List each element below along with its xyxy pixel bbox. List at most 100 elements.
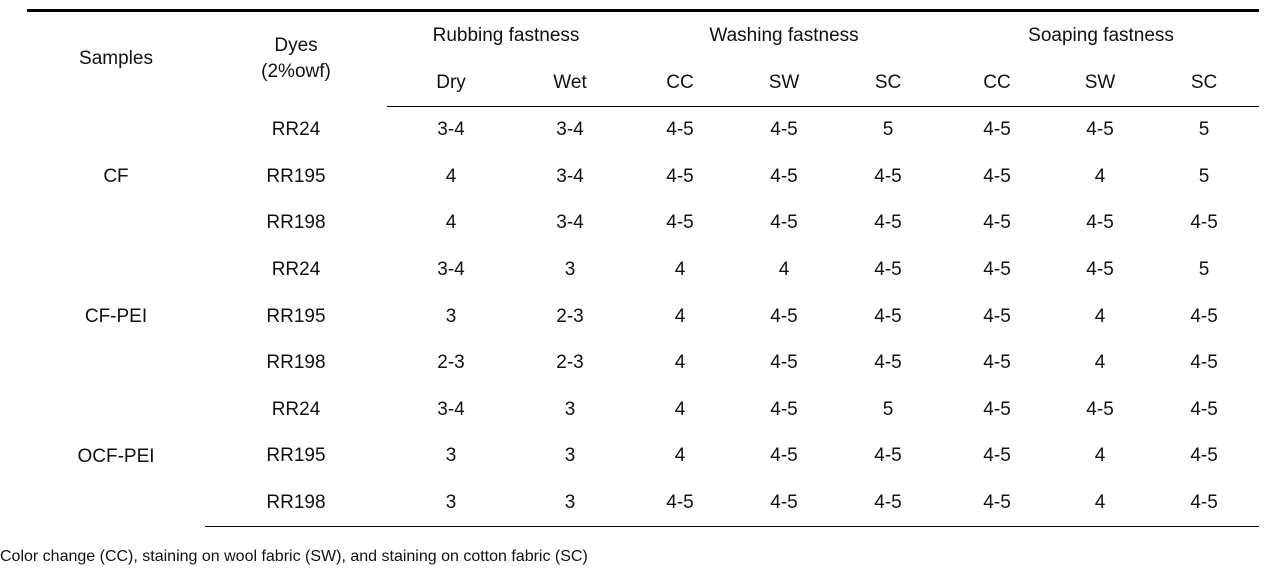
- table-row: RR195 3 2-3 4 4-5 4-5 4-5 4 4-5: [27, 293, 1259, 340]
- washing-sw-cell: 4: [778, 259, 790, 281]
- soaping-cc-cell: 4-5: [983, 259, 1011, 281]
- table-row: RR198 3 3 4-5 4-5 4-5 4-5 4 4-5: [27, 479, 1260, 528]
- soaping-cc-cell: 4-5: [983, 445, 1011, 467]
- header-washing-cc: CC: [625, 59, 736, 107]
- washing-cc-cell: 4-5: [666, 212, 694, 234]
- rubbing-dry-cell: 3-4: [437, 398, 465, 420]
- fastness-table: Samples Dyes (2%owf) Rubbing fastness Wa…: [27, 9, 1260, 528]
- rubbing-wet-cell: 3: [564, 445, 576, 467]
- table-header: Samples Dyes (2%owf) Rubbing fastness Wa…: [27, 9, 1260, 107]
- rubbing-wet-cell: 2-3: [556, 305, 584, 327]
- rubbing-wet-cell: 3: [515, 479, 626, 528]
- rubbing-dry-cell: 3: [387, 479, 515, 528]
- dye-cell: RR198: [266, 212, 326, 234]
- table-body: CF RR24 3-4 3-4 4-5 4-5 5 4-5 4-5 5 RR19…: [27, 107, 1260, 528]
- washing-sc-cell: 4-5: [833, 479, 944, 528]
- rubbing-wet-cell: 3-4: [556, 212, 584, 234]
- soaping-sc-cell: 5: [1198, 259, 1210, 281]
- soaping-sw-cell: 4: [1094, 165, 1106, 187]
- rubbing-wet-cell: 2-3: [556, 352, 584, 374]
- header-wet: Wet: [515, 59, 626, 107]
- soaping-sc-cell: 4-5: [1190, 398, 1218, 420]
- washing-sc-cell: 4-5: [874, 212, 902, 234]
- dye-cell: RR24: [271, 259, 321, 281]
- header-row-top: Samples Dyes (2%owf) Rubbing fastness Wa…: [27, 9, 1260, 107]
- soaping-sw-cell: 4: [1094, 445, 1106, 467]
- table-row: CF-PEI RR24 3-4 3 4 4 4-5 4-5 4-5 5: [27, 247, 1259, 327]
- washing-sc-cell: 4-5: [874, 305, 902, 327]
- rubbing-wet-cell: 3-4: [556, 119, 584, 141]
- washing-sw-cell: 4-5: [770, 119, 798, 141]
- washing-sc-cell: 5: [882, 398, 894, 420]
- header-rubbing-fastness: Rubbing fastness: [387, 9, 626, 59]
- dye-cell: RR198: [205, 479, 387, 528]
- soaping-sc-cell: 5: [1198, 119, 1210, 141]
- soaping-sw-cell: 4: [1051, 479, 1150, 528]
- dye-cell: RR24: [271, 119, 321, 141]
- table-row: CF RR24 3-4 3-4 4-5 4-5 5 4-5 4-5 5: [27, 107, 1259, 187]
- rubbing-dry-cell: 3: [445, 305, 457, 327]
- header-dry: Dry: [387, 59, 515, 107]
- header-soaping-fastness: Soaping fastness: [943, 9, 1260, 59]
- table-row: RR198 2-3 2-3 4 4-5 4-5 4-5 4 4-5: [27, 340, 1259, 387]
- washing-cc-cell: 4-5: [625, 479, 736, 528]
- dye-cell: RR198: [266, 352, 326, 374]
- washing-sw-cell: 4-5: [735, 479, 834, 528]
- washing-sw-cell: 4-5: [770, 212, 798, 234]
- soaping-sc-cell: 5: [1198, 165, 1210, 187]
- table-row: RR198 4 3-4 4-5 4-5 4-5 4-5 4-5 4-5: [27, 200, 1259, 247]
- washing-cc-cell: 4-5: [666, 119, 694, 141]
- washing-sc-cell: 5: [882, 119, 894, 141]
- washing-cc-cell: 4: [674, 445, 686, 467]
- washing-cc-cell: 4: [674, 398, 686, 420]
- soaping-sw-cell: 4-5: [1086, 259, 1114, 281]
- soaping-cc-cell: 4-5: [983, 119, 1011, 141]
- soaping-sw-cell: 4-5: [1086, 212, 1114, 234]
- sample-name: CF: [103, 165, 129, 187]
- header-soaping-cc: CC: [943, 59, 1052, 107]
- soaping-cc-cell: 4-5: [983, 212, 1011, 234]
- washing-sc-cell: 4-5: [874, 352, 902, 374]
- washing-cc-cell: 4: [674, 259, 686, 281]
- soaping-cc-cell: 4-5: [983, 305, 1011, 327]
- washing-sc-cell: 4-5: [874, 445, 902, 467]
- header-dyes: Dyes (2%owf): [205, 9, 387, 107]
- fastness-table-container: Samples Dyes (2%owf) Rubbing fastness Wa…: [27, 9, 1260, 528]
- dye-cell: RR24: [271, 398, 321, 420]
- sample-name: CF-PEI: [84, 305, 148, 327]
- soaping-sw-cell: 4-5: [1086, 119, 1114, 141]
- header-samples: Samples: [27, 9, 205, 107]
- rubbing-dry-cell: 3: [445, 445, 457, 467]
- dye-cell: RR195: [266, 305, 326, 327]
- rubbing-wet-cell: 3: [564, 259, 576, 281]
- soaping-sc-cell: 4-5: [1190, 212, 1218, 234]
- table-footnote: Color change (CC), staining on wool fabr…: [0, 548, 588, 565]
- soaping-sc-cell: 4-5: [1149, 479, 1260, 528]
- rubbing-dry-cell: 4: [445, 212, 457, 234]
- soaping-sw-cell: 4-5: [1086, 398, 1114, 420]
- header-dyes-line1: Dyes: [274, 35, 318, 57]
- header-dyes-line2: (2%owf): [261, 61, 331, 83]
- header-soaping-sc: SC: [1149, 59, 1260, 107]
- washing-sw-cell: 4-5: [770, 165, 798, 187]
- header-washing-fastness: Washing fastness: [625, 9, 944, 59]
- washing-sw-cell: 4-5: [770, 398, 798, 420]
- sample-name: OCF-PEI: [77, 445, 155, 467]
- table-row: RR195 4 3-4 4-5 4-5 4-5 4-5 4 5: [27, 154, 1259, 201]
- header-washing-sc: SC: [833, 59, 944, 107]
- rubbing-dry-cell: 3-4: [437, 119, 465, 141]
- soaping-sw-cell: 4: [1094, 352, 1106, 374]
- soaping-sc-cell: 4-5: [1190, 352, 1218, 374]
- header-row-sub: Dry Wet CC SW SC CC SW SC: [27, 59, 1260, 107]
- soaping-sc-cell: 4-5: [1190, 305, 1218, 327]
- washing-sw-cell: 4-5: [770, 352, 798, 374]
- rubbing-dry-cell: 3-4: [437, 259, 465, 281]
- washing-cc-cell: 4-5: [666, 165, 694, 187]
- dye-cell: RR195: [266, 165, 326, 187]
- soaping-cc-cell: 4-5: [983, 165, 1011, 187]
- soaping-cc-cell: 4-5: [983, 352, 1011, 374]
- header-washing-sw: SW: [735, 59, 834, 107]
- soaping-cc-cell: 4-5: [943, 479, 1052, 528]
- rubbing-wet-cell: 3-4: [556, 165, 584, 187]
- soaping-sc-cell: 4-5: [1190, 445, 1218, 467]
